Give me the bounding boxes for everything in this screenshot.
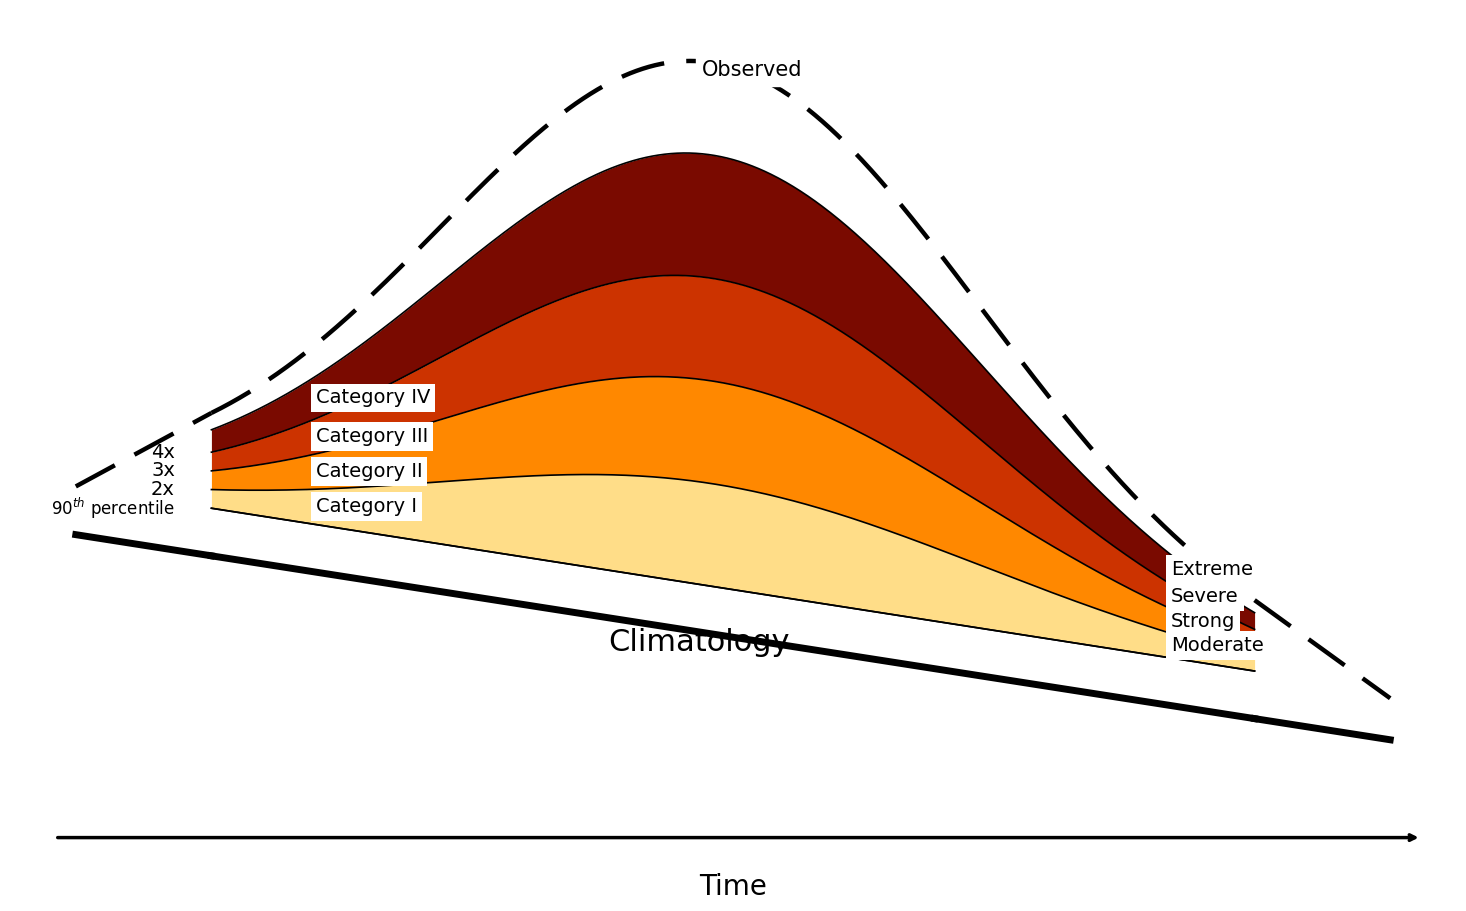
Text: Climatology: Climatology — [608, 628, 789, 657]
Text: Moderate: Moderate — [1171, 636, 1264, 655]
Text: 90$^{th}$ percentile: 90$^{th}$ percentile — [51, 496, 174, 521]
Text: Extreme: Extreme — [1171, 560, 1253, 579]
Text: Category IV: Category IV — [315, 388, 430, 407]
Text: Category III: Category III — [315, 427, 428, 446]
Text: 4x: 4x — [151, 443, 174, 462]
Text: 2x: 2x — [151, 480, 174, 499]
Text: 3x: 3x — [151, 461, 174, 480]
Text: Strong: Strong — [1171, 611, 1236, 630]
Text: Severe: Severe — [1171, 588, 1239, 606]
Text: Observed: Observed — [702, 60, 802, 80]
Text: Category II: Category II — [315, 462, 422, 481]
Text: Category I: Category I — [315, 497, 416, 517]
Text: Time: Time — [699, 873, 767, 901]
